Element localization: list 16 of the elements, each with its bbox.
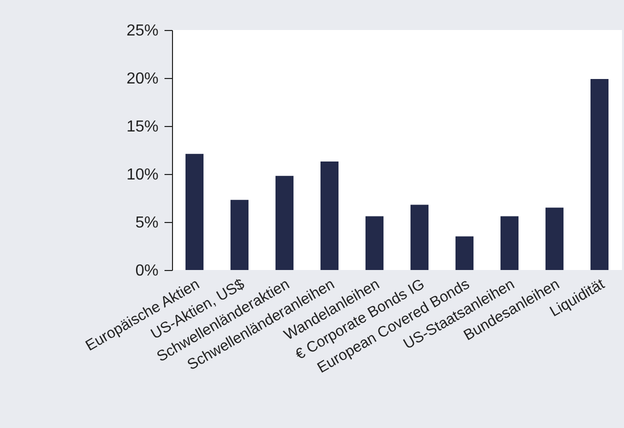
y-tick-label: 10% (126, 166, 158, 184)
y-tick-label: 25% (126, 22, 158, 40)
bar (456, 236, 474, 270)
bar (546, 208, 564, 270)
bar (186, 154, 204, 270)
bar (500, 216, 518, 270)
bar (276, 176, 294, 270)
y-tick-label: 20% (126, 70, 158, 88)
bar (230, 200, 248, 270)
bar (320, 162, 338, 270)
bar (590, 78, 608, 270)
bar (410, 204, 428, 270)
y-tick-label: 0% (135, 262, 158, 280)
y-tick-label: 5% (135, 214, 158, 232)
bar (366, 216, 384, 270)
y-tick-label: 15% (126, 118, 158, 136)
